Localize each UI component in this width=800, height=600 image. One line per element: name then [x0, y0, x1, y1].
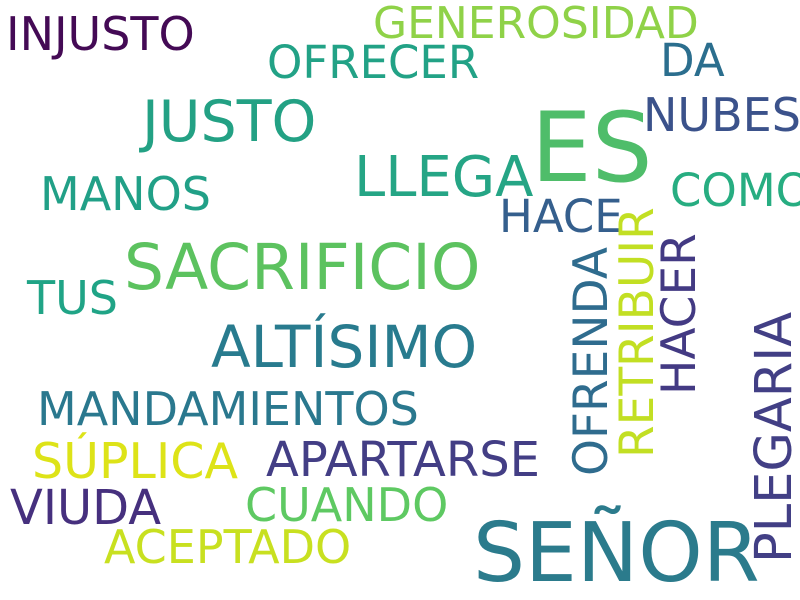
word-como: COMO: [670, 164, 800, 217]
word-llega: LLEGA: [354, 145, 534, 210]
word-justo: JUSTO: [142, 89, 317, 155]
word-sacrificio: SACRIFICIO: [124, 231, 481, 304]
word-mandamientos: MANDAMIENTOS: [37, 382, 419, 436]
word-suplica: SÚPLICA: [32, 433, 239, 490]
word-hace: HACE: [499, 190, 623, 243]
word-nubes: NUBES: [643, 88, 800, 142]
word-manos: MANOS: [40, 167, 211, 221]
word-es: ES: [531, 92, 653, 204]
word-ofrenda: OFRENDA: [564, 246, 619, 476]
word-ofrecer: OFRECER: [267, 36, 480, 89]
word-da: DA: [660, 34, 725, 87]
word-plegaria: PLEGARIA: [745, 311, 800, 563]
word-apartarse: APARTARSE: [266, 432, 540, 488]
word-injusto: INJUSTO: [6, 7, 195, 61]
word-cuando: CUANDO: [245, 478, 449, 532]
word-generosidad: GENEROSIDAD: [373, 0, 699, 49]
word-viuda: VIUDA: [10, 480, 162, 536]
word-altisimo: ALTÍSIMO: [211, 313, 478, 381]
word-aceptado: ACEPTADO: [104, 520, 352, 574]
word-hacer: HACER: [652, 233, 707, 395]
word-tus: TUS: [27, 271, 118, 325]
word-senor: SEÑOR: [473, 506, 760, 600]
